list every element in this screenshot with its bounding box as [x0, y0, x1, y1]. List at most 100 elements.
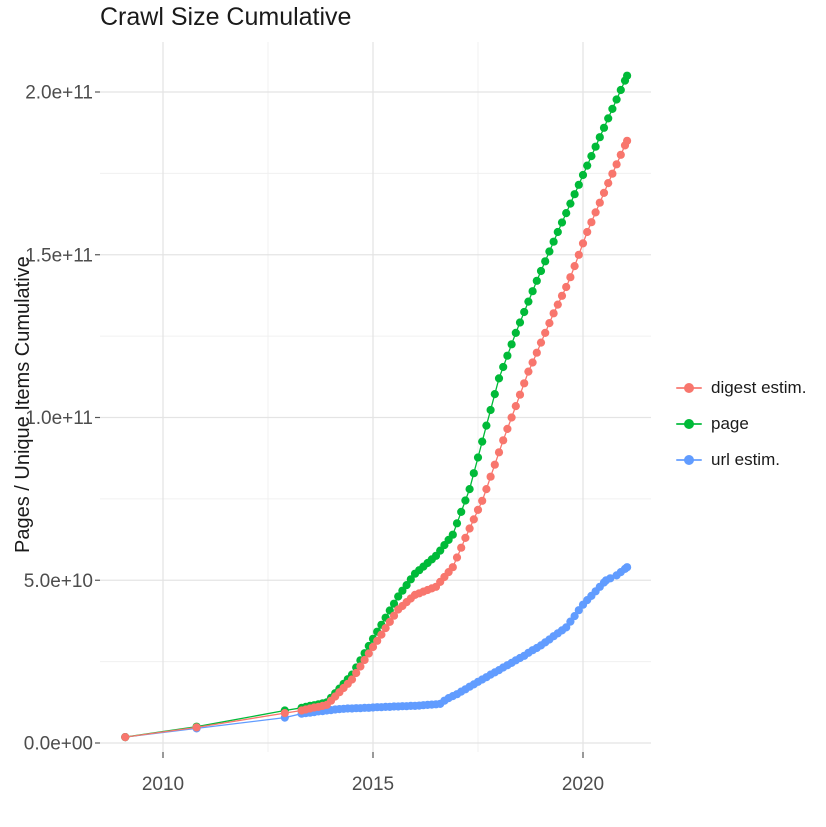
series-url-estim: [121, 563, 632, 742]
data-point: [394, 592, 403, 601]
data-point: [482, 421, 491, 430]
data-point: [606, 574, 615, 583]
data-point: [356, 662, 365, 671]
data-point: [452, 553, 462, 562]
data-point: [368, 642, 378, 652]
legend-label: url estim.: [711, 450, 780, 469]
data-point: [515, 318, 525, 327]
data-point: [578, 170, 588, 180]
data-point: [352, 668, 361, 678]
data-point: [385, 617, 394, 627]
data-point: [608, 169, 617, 178]
data-point: [503, 424, 512, 433]
data-point: [499, 436, 508, 445]
data-point: [623, 71, 632, 80]
data-point: [583, 161, 592, 170]
x-tick-label: 2010: [142, 774, 184, 795]
data-point: [280, 709, 289, 718]
data-point: [511, 402, 520, 411]
data-point: [587, 152, 596, 161]
legend-key-url-estim: [676, 449, 702, 471]
data-point: [486, 472, 495, 481]
data-point: [360, 655, 369, 665]
legend: digest estim. page url estim.: [676, 377, 806, 471]
data-point: [545, 319, 554, 328]
x-tick-label: 2015: [352, 774, 394, 795]
data-point: [494, 448, 504, 457]
data-point: [515, 390, 525, 399]
data-point: [532, 276, 541, 285]
legend-key-page: [676, 413, 702, 435]
data-point: [553, 300, 562, 309]
y-tick-label: 0.0e+00: [24, 734, 93, 755]
data-point: [616, 150, 625, 159]
data-point: [364, 649, 373, 658]
data-point: [587, 218, 596, 227]
data-point: [570, 612, 579, 621]
legend-dot-icon: [684, 419, 694, 429]
legend-label: page: [711, 414, 749, 433]
data-point: [373, 636, 382, 645]
data-point: [469, 469, 478, 478]
data-point: [608, 104, 617, 113]
data-point: [566, 273, 575, 282]
data-point: [461, 533, 470, 543]
data-point: [532, 348, 541, 357]
legend-item-url-estim: url estim.: [676, 449, 806, 471]
data-point: [524, 297, 533, 306]
data-point: [541, 328, 550, 337]
data-point: [591, 208, 600, 217]
legend-dot-icon: [684, 383, 694, 393]
legend-item-page: page: [676, 413, 806, 435]
data-point: [482, 485, 491, 494]
y-tick-label: 1.5e+11: [25, 245, 93, 266]
data-point: [465, 524, 474, 533]
data-point: [499, 362, 508, 372]
data-point: [528, 287, 537, 296]
data-point: [570, 190, 579, 199]
legend-key-digest-estim: [676, 377, 702, 399]
data-point: [452, 519, 462, 528]
data-point: [536, 338, 546, 347]
data-point: [604, 114, 613, 123]
data-point: [578, 239, 588, 248]
data-point: [381, 624, 390, 633]
data-point: [524, 367, 533, 376]
data-point: [520, 379, 529, 388]
data-point: [503, 351, 512, 360]
data-point: [528, 358, 537, 367]
data-point: [507, 340, 516, 349]
data-point: [473, 453, 483, 462]
data-point: [507, 413, 516, 422]
data-point: [545, 247, 554, 256]
data-point: [541, 257, 550, 266]
data-point: [490, 390, 499, 399]
data-point: [465, 485, 474, 494]
data-point: [583, 227, 592, 237]
data-point: [570, 262, 579, 271]
data-point: [121, 733, 130, 742]
series-line: [125, 566, 628, 738]
chart-title: Crawl Size Cumulative: [100, 3, 352, 31]
data-point: [562, 209, 571, 218]
data-point: [469, 515, 478, 524]
data-point: [612, 95, 621, 104]
data-point: [616, 85, 625, 95]
data-point: [599, 123, 609, 132]
data-point: [595, 198, 604, 207]
data-point: [562, 623, 571, 632]
data-point: [406, 575, 415, 584]
data-point: [478, 437, 487, 446]
data-point: [377, 630, 386, 639]
data-point: [389, 611, 399, 620]
data-point: [192, 723, 201, 732]
data-point: [562, 282, 571, 292]
data-point: [557, 218, 567, 227]
data-point: [448, 563, 457, 572]
y-tick-label: 1.0e+11: [25, 408, 93, 429]
legend-label: digest estim.: [711, 378, 807, 397]
legend-item-digest-estim: digest estim.: [676, 377, 806, 399]
data-point: [612, 160, 621, 169]
